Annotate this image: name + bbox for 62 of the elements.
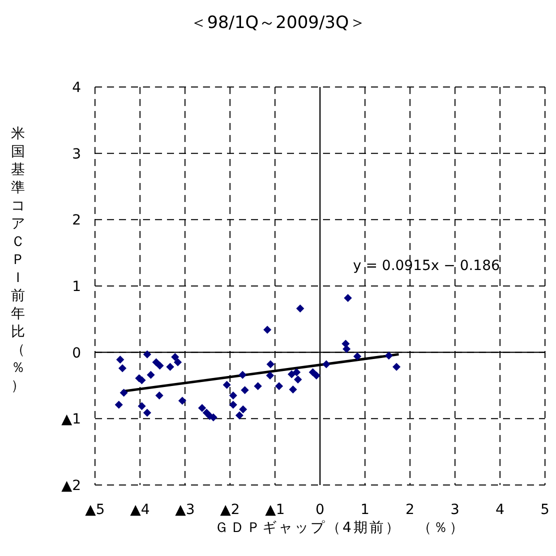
point xyxy=(118,364,126,372)
point xyxy=(171,352,180,361)
point xyxy=(322,360,330,368)
annotation: y = 0.0915x − 0.186 xyxy=(353,258,500,274)
x-tick-label: ▲4 xyxy=(130,502,150,518)
y-tick-label: 1 xyxy=(72,279,81,295)
point xyxy=(342,340,350,348)
x-tick-label: ▲1 xyxy=(265,502,285,518)
point xyxy=(312,372,320,380)
y-tick-label: ▲2 xyxy=(61,478,81,494)
y-tick-label: 4 xyxy=(72,80,82,96)
x-tick-label: 5 xyxy=(540,502,550,518)
x-tick-label: ▲3 xyxy=(175,502,195,518)
y-tick-label: 0 xyxy=(72,345,81,362)
point xyxy=(294,376,302,384)
point xyxy=(114,400,123,409)
x-tick-label: 2 xyxy=(406,502,414,518)
point xyxy=(342,345,351,354)
point xyxy=(198,404,206,412)
x-tick-label: 1 xyxy=(360,502,370,518)
point xyxy=(146,370,155,379)
point xyxy=(143,408,152,417)
x-tick-label: 3 xyxy=(450,502,460,518)
x-tick-label: ▲5 xyxy=(85,502,105,518)
point xyxy=(229,400,238,409)
point xyxy=(166,362,174,371)
chart-title: ＜98/1Q～2009/3Q＞ xyxy=(190,13,366,33)
point xyxy=(138,402,146,410)
point xyxy=(266,372,274,380)
x-tick-label: ▲2 xyxy=(220,502,240,518)
y-tick-label: 2 xyxy=(72,212,81,229)
x-tick-label: 0 xyxy=(316,502,324,518)
text: 米国基準コアＣＰＩ前年比（％） xyxy=(11,126,25,394)
point xyxy=(263,326,272,334)
point xyxy=(266,360,274,368)
point xyxy=(353,352,362,360)
point xyxy=(292,368,301,376)
point xyxy=(275,382,284,390)
point xyxy=(254,382,262,390)
x-tick-label: 4 xyxy=(496,502,505,518)
point xyxy=(156,362,164,370)
point xyxy=(238,370,247,379)
point xyxy=(222,380,231,389)
point xyxy=(116,356,124,364)
point xyxy=(392,362,400,371)
point xyxy=(229,391,238,400)
point xyxy=(288,370,296,378)
y-tick-label: ▲1 xyxy=(61,412,81,428)
point xyxy=(344,294,352,302)
x-axis-title: ＧＤＰギャップ（4期前） （％） xyxy=(214,520,466,536)
point xyxy=(143,350,152,358)
point xyxy=(178,396,186,405)
point xyxy=(120,388,128,397)
point xyxy=(174,358,182,366)
point xyxy=(239,405,248,414)
point xyxy=(384,352,393,360)
point xyxy=(296,304,304,313)
point xyxy=(289,385,297,394)
point xyxy=(240,386,249,394)
point xyxy=(155,391,164,400)
y-tick-label: 3 xyxy=(72,146,81,162)
point xyxy=(235,411,244,420)
